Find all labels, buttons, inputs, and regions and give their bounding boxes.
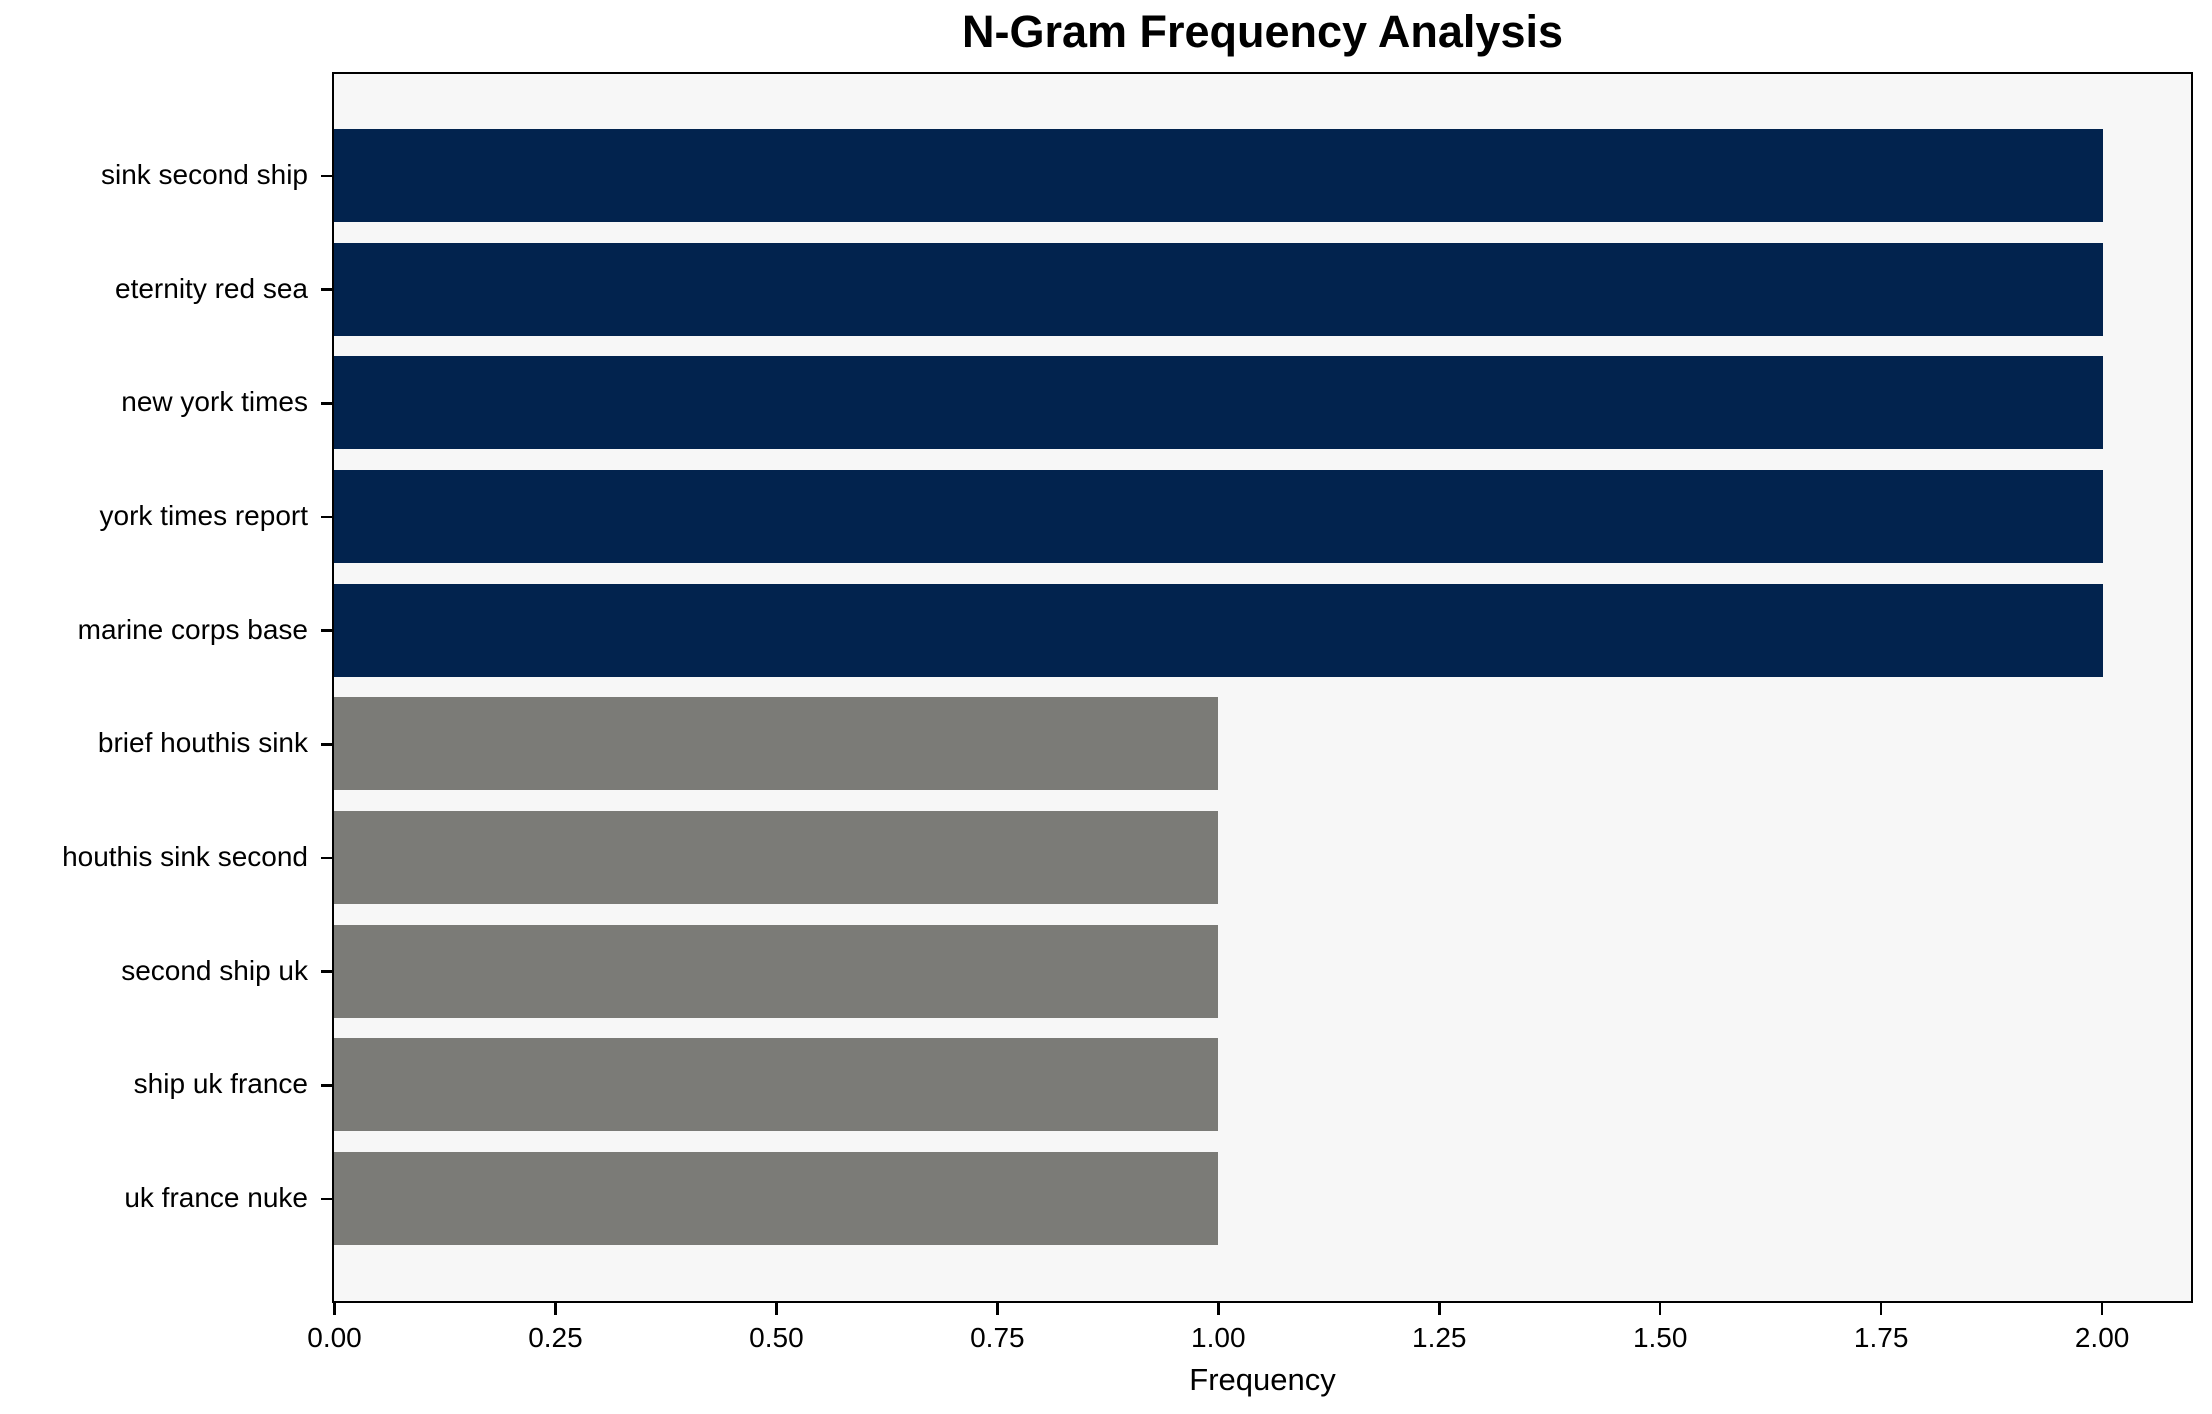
- y-axis-label: sink second ship: [100, 159, 308, 190]
- y-axis-label: york times report: [99, 500, 309, 531]
- x-tick-label: 1.50: [1632, 1322, 1688, 1353]
- y-tick: [321, 402, 332, 405]
- x-axis-title: Frequency: [1189, 1362, 1336, 1397]
- bar: [334, 129, 2103, 222]
- y-axis-label: ship uk france: [133, 1068, 308, 1100]
- y-tick: [321, 970, 332, 973]
- y-tick: [321, 743, 332, 746]
- x-tick: [1879, 1303, 1883, 1315]
- y-axis-label: houthis sink second: [62, 841, 308, 872]
- y-axis-label: brief houthis sink: [97, 727, 308, 759]
- y-axis-label: uk france nuke: [124, 1182, 308, 1213]
- chart-title: N-Gram Frequency Analysis: [961, 6, 1564, 57]
- bar: [334, 470, 2103, 563]
- bar: [334, 924, 1219, 1018]
- bar: [334, 1038, 1219, 1132]
- bar: [334, 697, 1219, 791]
- y-tick: [321, 856, 332, 860]
- bar: [334, 811, 1219, 904]
- y-axis-label: eternity red sea: [115, 272, 308, 304]
- y-axis-label: marine corps base: [77, 613, 308, 645]
- y-tick: [321, 1197, 332, 1201]
- x-tick-label: 0.75: [970, 1322, 1025, 1353]
- bar: [334, 242, 2103, 336]
- x-tick: [333, 1303, 336, 1315]
- y-tick: [321, 174, 332, 178]
- bar: [334, 356, 2103, 450]
- plot-area: [332, 72, 2193, 1303]
- x-tick: [1217, 1303, 1220, 1315]
- x-tick-label: 1.00: [1191, 1322, 1246, 1353]
- x-tick-label: 0.00: [307, 1322, 362, 1353]
- y-tick: [321, 515, 332, 519]
- x-tick-label: 1.75: [1853, 1322, 1909, 1353]
- y-axis-label: new york times: [121, 386, 308, 418]
- y-tick: [321, 629, 332, 632]
- x-tick: [996, 1303, 999, 1315]
- y-axis-label: second ship uk: [121, 954, 308, 986]
- bar: [334, 583, 2103, 677]
- x-tick: [2100, 1303, 2104, 1315]
- x-tick-label: 0.50: [749, 1322, 804, 1353]
- x-tick: [1438, 1303, 1441, 1315]
- x-tick-label: 1.25: [1412, 1322, 1467, 1353]
- bar: [334, 1152, 1219, 1245]
- x-tick: [1658, 1303, 1662, 1315]
- x-tick-label: 0.25: [528, 1322, 583, 1353]
- y-tick: [321, 1084, 332, 1087]
- x-tick: [775, 1303, 778, 1315]
- x-tick-label: 2.00: [2074, 1322, 2130, 1353]
- y-tick: [321, 288, 332, 291]
- x-tick: [554, 1303, 557, 1315]
